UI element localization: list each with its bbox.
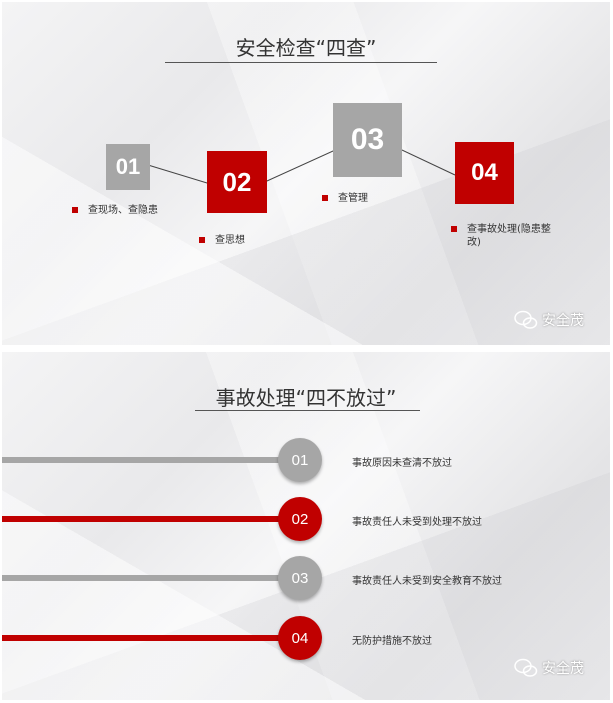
step-box-03: 03 [333,103,402,177]
watermark: 安全茂 [514,310,584,330]
bar-01 [2,457,292,463]
bullet-icon [451,226,457,232]
connector-lines [147,149,456,184]
step-box-02: 02 [207,151,267,213]
circle-04: 04 [278,616,322,660]
slide-four-checks: 安全检查“四查” 01 02 03 04 查现场、查隐患 查思想 查管理 查事故… [2,2,610,345]
item-text-01: 事故原因未查清不放过 [352,458,452,469]
circle-01: 01 [278,438,322,482]
bullet-icon [72,207,78,213]
watermark: 安全茂 [514,658,584,678]
bullet-icon [322,195,328,201]
item-text-02: 事故责任人未受到处理不放过 [352,517,482,528]
circle-02: 02 [278,497,322,541]
step-box-04: 04 [455,142,514,204]
item-text-04: 无防护措施不放过 [352,636,432,647]
step-label: 查思想 [215,235,245,246]
slide-title: 事故处理“四不放过” [215,386,397,410]
wechat-icon [514,658,538,677]
bar-02 [2,516,292,522]
watermark-text: 安全茂 [542,661,584,677]
step-text-03: 查管理 [322,192,368,205]
step-label: 查事故处理(隐患整改) [467,224,551,248]
step-text-02: 查思想 [199,234,245,247]
step-label: 查管理 [338,193,368,204]
step-box-01: 01 [106,144,150,190]
item-text-03: 事故责任人未受到安全教育不放过 [352,576,502,587]
title-underline [165,62,437,63]
title-underline [195,410,420,411]
step-label: 查现场、查隐患 [88,205,158,216]
bar-04 [2,635,292,641]
bar-03 [2,575,292,581]
step-text-04: 查事故处理(隐患整改) [451,223,551,249]
slide-title: 安全检查“四查” [235,36,377,60]
watermark-text: 安全茂 [542,313,584,329]
step-text-01: 查现场、查隐患 [72,204,158,217]
slide-four-not-let-go: 事故处理“四不放过” 01 事故原因未查清不放过 02 事故责任人未受到处理不放… [2,352,610,700]
wechat-icon [514,310,538,329]
circle-03: 03 [278,556,322,600]
bullet-icon [199,237,205,243]
